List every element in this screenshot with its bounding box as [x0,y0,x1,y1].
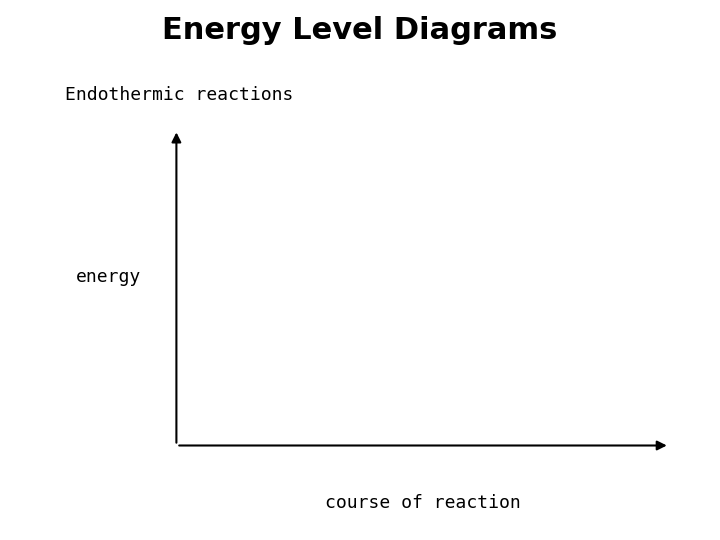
Text: Endothermic reactions: Endothermic reactions [65,86,293,104]
Text: Energy Level Diagrams: Energy Level Diagrams [162,16,558,45]
Text: course of reaction: course of reaction [325,494,521,512]
Text: energy: energy [76,268,141,286]
